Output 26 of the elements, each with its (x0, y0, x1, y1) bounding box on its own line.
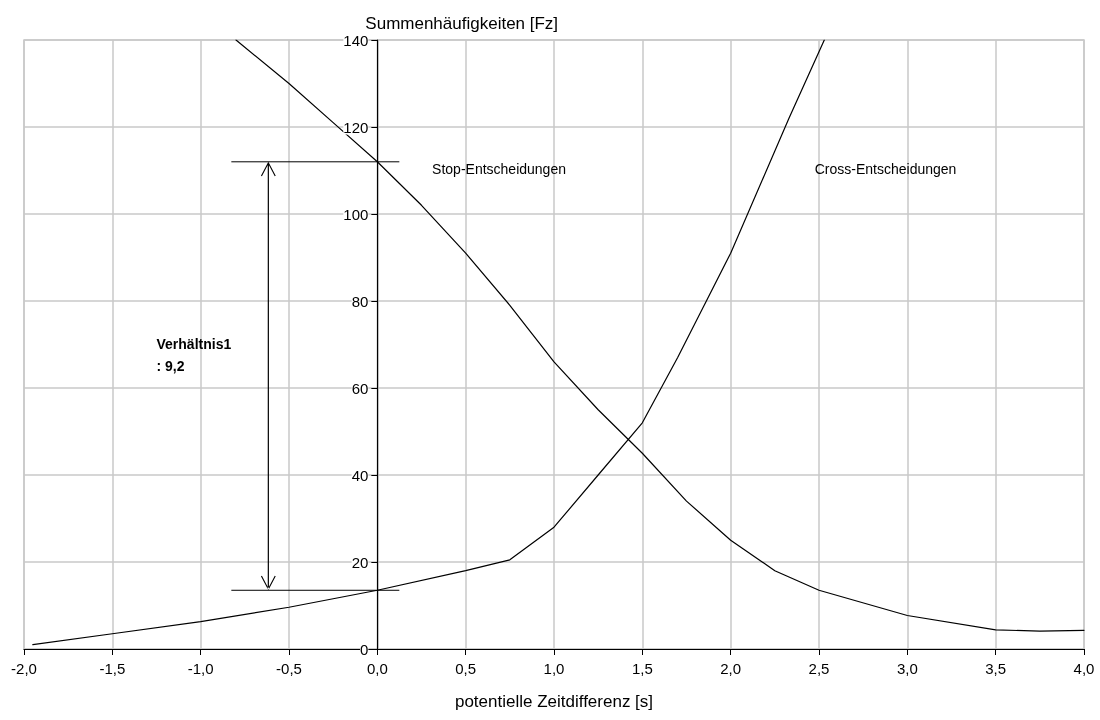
y-tick-label: 140 (343, 31, 369, 49)
x-tick-label: -1,0 (187, 660, 214, 677)
y-tick-label: 80 (351, 292, 369, 310)
x-tick-label: 2,0 (720, 660, 742, 677)
y-tick-label: 60 (351, 379, 369, 397)
y-tick-label: 40 (351, 466, 369, 484)
x-tick-label: -0,5 (276, 660, 302, 677)
text: Cross-Entscheidungen (814, 161, 957, 177)
x-tick-label: 2,5 (808, 660, 830, 677)
y-tick-label: 0 (359, 640, 369, 658)
x-tick-label: 0,0 (366, 660, 388, 677)
x-tick-label: 3,5 (985, 660, 1007, 677)
x-axis-title: potentielle Zeitdifferenz [s] (454, 692, 654, 711)
series-label: Stop-Entscheidungen (432, 161, 566, 177)
x-tick-label: -2,0 (11, 660, 37, 677)
x-tick-label: 1,0 (543, 660, 565, 677)
x-tick-label: -1,5 (99, 660, 126, 677)
y-tick-label: 20 (351, 553, 369, 571)
x-tick-label: 3,0 (896, 660, 918, 677)
y-tick-label: 120 (343, 118, 369, 136)
y-tick-label: 100 (343, 205, 369, 223)
x-tick-label: 1,5 (631, 660, 653, 677)
y-axis-title: Summenhäufigkeiten [Fz] (365, 14, 559, 33)
x-tick-label: 4,0 (1073, 660, 1095, 677)
annotation: Verhältnis1 : 9,2 (156, 335, 232, 374)
x-tick-label: 0,5 (455, 660, 477, 677)
